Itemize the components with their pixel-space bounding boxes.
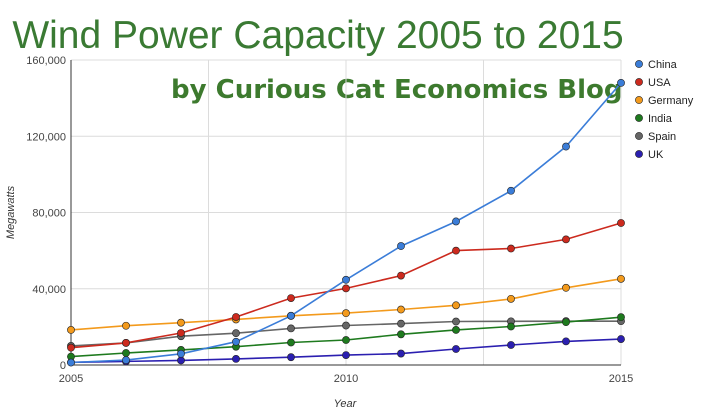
data-point-germany <box>122 321 130 330</box>
legend-marker <box>635 78 643 86</box>
data-point-india <box>617 313 625 322</box>
data-point-china <box>342 275 350 284</box>
legend-marker <box>635 150 643 158</box>
legend-label: India <box>648 113 673 125</box>
data-point-china <box>507 186 515 195</box>
data-point-germany <box>452 301 460 310</box>
data-point-uk <box>507 341 515 349</box>
data-point-germany <box>177 318 185 327</box>
data-point-india <box>452 326 460 334</box>
data-point-germany <box>562 283 570 292</box>
x-tick-label: 2015 <box>609 373 633 385</box>
legend-item-uk: UK <box>635 149 664 161</box>
data-point-uk <box>232 354 240 363</box>
legend-marker <box>635 114 643 122</box>
x-tick-label: 2010 <box>334 373 358 385</box>
data-point-spain <box>232 329 240 338</box>
gridlines <box>71 59 622 365</box>
data-point-china <box>452 217 460 226</box>
legend-item-spain: Spain <box>635 131 676 143</box>
data-point-usa <box>617 219 625 227</box>
data-point-usa <box>342 284 350 293</box>
data-point-india <box>562 318 570 327</box>
y-tick-label: 80,000 <box>32 208 66 220</box>
data-point-usa <box>232 313 240 321</box>
data-point-uk <box>562 337 570 346</box>
data-point-china <box>177 349 185 358</box>
chart-title: Wind Power Capacity 2005 to 2015 <box>12 14 623 57</box>
data-point-usa <box>122 338 130 347</box>
data-point-usa <box>287 294 295 302</box>
data-point-uk <box>397 349 405 358</box>
series-lines <box>67 78 625 367</box>
data-point-germany <box>67 326 75 334</box>
data-point-spain <box>342 321 350 330</box>
legend-item-germany: Germany <box>635 95 694 107</box>
data-point-spain <box>287 324 295 333</box>
legend-marker <box>635 60 643 68</box>
series-india <box>67 313 625 361</box>
data-point-uk <box>452 345 460 353</box>
axes: 0 40,000 80,000 120,000 160,000 2005 2010 2015 <box>26 55 633 385</box>
data-point-china <box>562 142 570 151</box>
legend-marker <box>635 96 643 104</box>
legend-marker <box>635 132 643 140</box>
data-point-uk <box>177 356 185 365</box>
data-point-china <box>397 242 405 250</box>
data-point-china <box>122 356 130 364</box>
data-point-india <box>287 338 295 347</box>
data-point-spain <box>397 319 405 328</box>
data-point-india <box>342 336 350 344</box>
data-point-usa <box>562 235 570 244</box>
y-axis-title: Megawatts <box>5 185 17 239</box>
data-point-usa <box>177 329 185 337</box>
data-point-usa <box>67 343 75 352</box>
data-point-germany <box>397 305 405 314</box>
data-point-china <box>287 311 295 320</box>
data-point-china <box>232 337 240 346</box>
data-point-india <box>122 349 130 357</box>
x-axis-title: Year <box>334 398 358 410</box>
legend: China USA Germany India Spain UK <box>635 59 694 161</box>
data-point-germany <box>342 309 350 318</box>
legend-item-india: India <box>635 113 673 125</box>
legend-label: China <box>648 59 678 71</box>
chart-subtitle: by Curious Cat Economics Blog <box>171 75 623 105</box>
legend-label: Spain <box>648 131 676 143</box>
data-point-china <box>67 358 75 367</box>
data-point-uk <box>342 351 350 359</box>
data-point-uk <box>287 353 295 362</box>
data-point-china <box>617 78 625 87</box>
x-tick-label: 2005 <box>59 373 83 385</box>
data-point-germany <box>507 294 515 303</box>
y-tick-label: 40,000 <box>32 284 66 296</box>
data-point-india <box>397 330 405 339</box>
data-point-spain <box>452 317 460 326</box>
legend-label: Germany <box>648 95 694 107</box>
data-point-usa <box>397 271 405 280</box>
legend-label: UK <box>648 149 664 161</box>
data-point-india <box>507 322 515 331</box>
data-point-germany <box>617 274 625 283</box>
y-tick-label: 0 <box>60 360 66 372</box>
data-point-uk <box>617 335 625 343</box>
data-point-usa <box>507 244 515 253</box>
data-point-usa <box>452 246 460 255</box>
legend-item-china: China <box>635 59 678 71</box>
series-china <box>67 78 625 367</box>
y-tick-label: 120,000 <box>26 131 66 143</box>
y-tick-label: 160,000 <box>26 55 66 67</box>
series-usa <box>67 219 625 352</box>
legend-label: USA <box>648 77 671 89</box>
legend-item-usa: USA <box>635 77 671 89</box>
